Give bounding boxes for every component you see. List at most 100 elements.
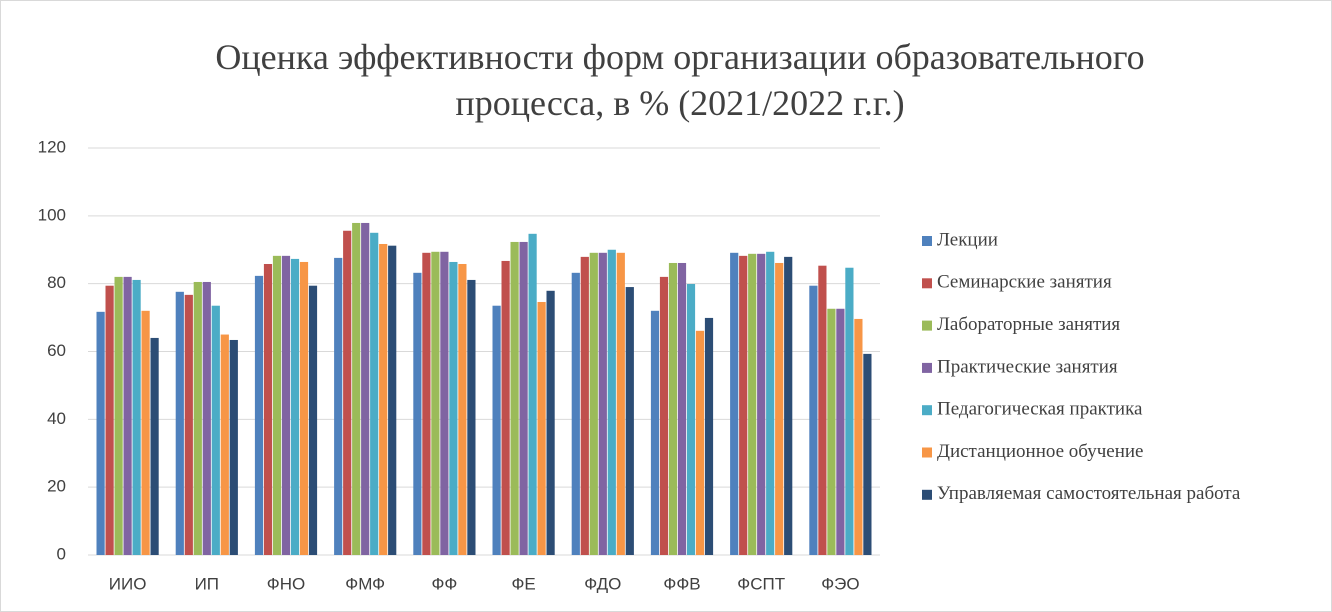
x-tick-label: ФСПТ xyxy=(737,574,785,593)
bar xyxy=(388,245,397,555)
bar xyxy=(202,281,211,555)
bar xyxy=(352,222,361,556)
bar xyxy=(96,311,105,555)
bar xyxy=(361,222,370,556)
bar xyxy=(784,256,793,555)
legend-swatch xyxy=(922,236,932,246)
bar xyxy=(379,243,388,555)
bar xyxy=(748,253,757,555)
bar xyxy=(863,353,872,555)
legend-label: Дистанционное обучение xyxy=(937,441,1144,462)
bar xyxy=(854,318,863,555)
legend-label: Семинарские занятия xyxy=(937,272,1112,293)
legend-swatch xyxy=(922,362,932,373)
bar xyxy=(598,252,607,556)
bar xyxy=(193,281,202,555)
bar xyxy=(175,291,184,555)
bar xyxy=(132,279,141,555)
bar xyxy=(449,261,458,555)
x-tick-label: ИП xyxy=(195,574,219,593)
legend-label: Управляемая самостоятельная работа xyxy=(937,483,1241,504)
y-tick-label: 120 xyxy=(38,137,66,156)
legend-label: Педагогическая практика xyxy=(937,399,1143,420)
x-tick-label: ФНО xyxy=(267,574,305,593)
bar xyxy=(114,276,123,555)
legend-swatch xyxy=(922,447,932,458)
bar xyxy=(467,279,476,555)
bar xyxy=(730,252,739,556)
bar xyxy=(123,276,132,555)
bar xyxy=(668,262,678,555)
bar xyxy=(775,262,784,555)
y-tick-label: 80 xyxy=(47,273,66,292)
legend-label: Лекции xyxy=(937,229,998,250)
bar xyxy=(413,272,422,555)
bar xyxy=(510,241,519,556)
y-tick-label: 100 xyxy=(38,205,66,224)
bar xyxy=(299,261,309,555)
bar xyxy=(766,251,775,555)
bar xyxy=(589,252,598,556)
bar xyxy=(272,255,282,556)
bar xyxy=(492,305,501,555)
y-tick-label: 60 xyxy=(47,341,66,360)
legend-swatch xyxy=(922,405,932,416)
bar xyxy=(809,285,818,555)
x-tick-label: ФФ xyxy=(431,574,457,593)
bar xyxy=(546,290,555,555)
bar xyxy=(704,317,714,555)
x-tick-label: ФЭО xyxy=(821,574,859,593)
x-tick-label: ИИО xyxy=(109,574,147,593)
bar xyxy=(501,260,510,555)
bar xyxy=(686,284,696,555)
bar xyxy=(616,252,625,556)
bar xyxy=(580,256,589,555)
bar xyxy=(220,334,229,555)
bar xyxy=(739,255,748,556)
bar xyxy=(308,285,318,555)
y-tick-label: 20 xyxy=(47,477,66,496)
x-tick-label: ФФВ xyxy=(663,574,700,593)
bar xyxy=(650,310,660,555)
x-tick-label: ФМФ xyxy=(345,574,385,593)
bar xyxy=(431,251,440,555)
bar xyxy=(422,252,431,556)
bar xyxy=(184,294,193,555)
bar xyxy=(519,241,528,556)
bar xyxy=(343,230,352,556)
bar xyxy=(677,262,687,555)
x-tick-label: ФДО xyxy=(584,574,621,593)
bar xyxy=(211,305,220,555)
bar xyxy=(818,265,827,555)
bar xyxy=(836,308,845,555)
y-tick-label: 0 xyxy=(57,544,66,563)
bar xyxy=(695,330,705,555)
bar xyxy=(254,275,264,555)
chart-title: Оценка эффективности форм организации об… xyxy=(215,37,1145,123)
legend-label: Лабораторные занятия xyxy=(937,314,1120,335)
bar xyxy=(370,232,379,555)
x-tick-label: ФЕ xyxy=(511,574,535,593)
bar xyxy=(607,249,616,555)
legend-swatch xyxy=(922,278,932,289)
legend-swatch xyxy=(922,489,932,500)
legend-label: Практические занятия xyxy=(937,356,1118,377)
bar xyxy=(571,272,580,555)
bar xyxy=(229,339,238,555)
bar xyxy=(150,337,159,555)
bar xyxy=(537,301,546,555)
bar xyxy=(528,233,537,555)
bar xyxy=(263,263,273,555)
bar xyxy=(757,253,766,555)
bar xyxy=(827,308,836,555)
bar xyxy=(845,267,854,555)
y-tick-label: 40 xyxy=(47,409,66,428)
bar xyxy=(334,257,343,555)
bar xyxy=(290,258,300,555)
bar xyxy=(659,276,669,555)
bar xyxy=(458,263,467,555)
bar xyxy=(625,287,634,555)
bar xyxy=(440,251,449,555)
